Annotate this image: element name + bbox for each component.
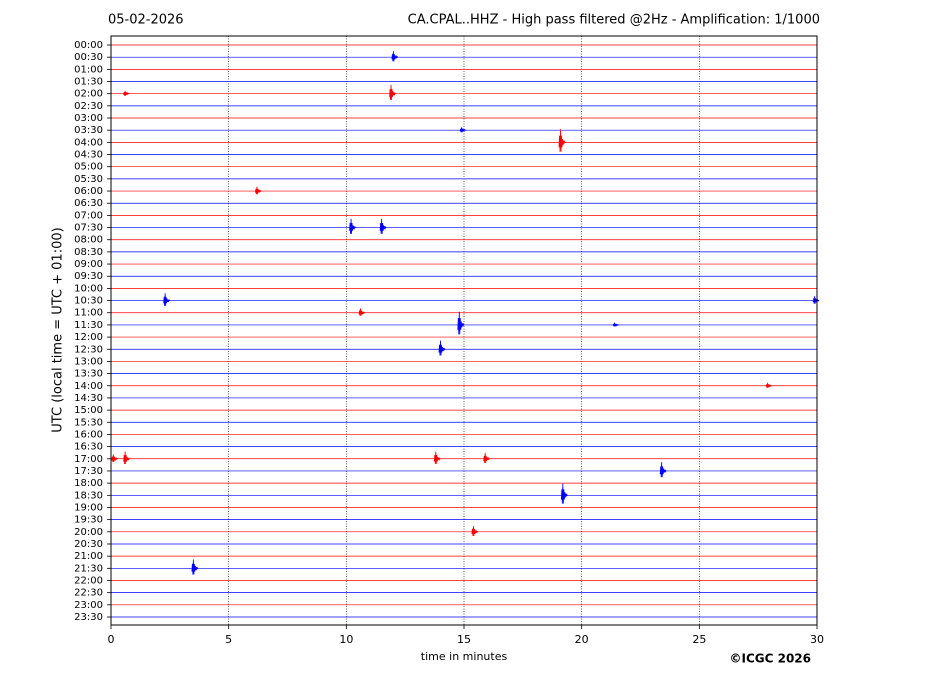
seismic-event (379, 218, 387, 234)
trace-label: 01:30 (74, 77, 103, 88)
seismic-event (812, 296, 820, 304)
trace-label: 09:30 (74, 271, 103, 282)
seismic-event (123, 90, 130, 96)
trace-label: 21:30 (74, 563, 103, 574)
trace-label: 11:30 (74, 320, 103, 331)
trace-label: 19:00 (74, 502, 103, 513)
seismic-event (457, 311, 465, 335)
x-tick-label: 15 (457, 633, 471, 646)
trace-label: 18:00 (74, 478, 103, 489)
trace-label: 22:00 (74, 575, 103, 586)
trace-label: 08:30 (74, 247, 103, 258)
trace-label: 15:30 (74, 417, 103, 428)
trace-label: 02:30 (74, 101, 103, 112)
seismic-event (659, 462, 667, 478)
trace-label: 04:00 (74, 137, 103, 148)
seismic-event (123, 451, 130, 465)
plot-frame (110, 35, 818, 626)
seismic-event (255, 186, 262, 195)
seismic-event (438, 340, 446, 356)
trace-label: 10:30 (74, 296, 103, 307)
trace-label: 05:30 (74, 174, 103, 185)
seismic-event (163, 293, 170, 306)
trace-label: 07:00 (74, 210, 103, 221)
trace-label: 18:30 (74, 490, 103, 501)
seismic-event (765, 382, 773, 388)
x-axis-label: time in minutes (421, 650, 508, 663)
x-tick-label: 20 (575, 633, 589, 646)
trace-label: 06:30 (74, 198, 103, 209)
trace-label: 19:30 (74, 515, 103, 526)
trace-label: 07:30 (74, 223, 103, 234)
seismic-event (191, 559, 199, 575)
x-tick-label: 0 (108, 633, 115, 646)
chart-date: 05-02-2026 (108, 13, 184, 28)
x-tick-label: 30 (810, 633, 824, 646)
y-axis-label: UTC (local time = UTC + 01:00) (51, 227, 66, 432)
trace-label: 23:00 (74, 600, 103, 611)
trace-label: 20:30 (74, 539, 103, 550)
seismic-event (389, 84, 396, 100)
seismic-event (391, 51, 399, 62)
trace-label: 17:00 (74, 454, 103, 465)
trace-label: 03:00 (74, 113, 103, 124)
trace-label: 01:00 (74, 64, 103, 75)
credit: ©ICGC 2026 (729, 652, 811, 666)
trace-label: 00:30 (74, 52, 103, 63)
trace-label: 13:00 (74, 356, 103, 367)
trace-label: 04:30 (74, 150, 103, 161)
trace-label: 12:30 (74, 344, 103, 355)
trace-label: 11:00 (74, 308, 103, 319)
trace-label: 00:00 (74, 40, 103, 51)
trace-label: 14:30 (74, 393, 103, 404)
trace-label: 13:30 (74, 369, 103, 380)
seismic-event (471, 525, 479, 537)
trace-label: 16:00 (74, 429, 103, 440)
trace-label: 10:00 (74, 283, 103, 294)
trace-label: 09:00 (74, 259, 103, 270)
trace-label: 22:30 (74, 588, 103, 599)
trace-label: 02:00 (74, 89, 103, 100)
trace-label: 21:00 (74, 551, 103, 562)
trace-label: 12:00 (74, 332, 103, 343)
seismic-event (483, 452, 491, 463)
seismic-event (459, 127, 467, 133)
trace-label: 23:30 (74, 612, 103, 623)
seismic-event (111, 454, 119, 462)
trace-label: 20:00 (74, 527, 103, 538)
trace-label: 17:30 (74, 466, 103, 477)
seismic-event (349, 218, 356, 234)
trace-label: 06:00 (74, 186, 103, 197)
chart-title: CA.CPAL..HHZ - High pass filtered @2Hz -… (408, 13, 820, 28)
seismic-event (433, 451, 441, 465)
seismic-event (558, 129, 566, 152)
trace-label: 16:30 (74, 442, 103, 453)
x-tick-label: 10 (339, 633, 353, 646)
trace-label: 15:00 (74, 405, 103, 416)
trace-label: 14:00 (74, 381, 103, 392)
seismic-event (612, 322, 620, 328)
trace-label: 08:00 (74, 235, 103, 246)
seismic-event (560, 483, 568, 504)
trace-label: 03:30 (74, 125, 103, 136)
trace-label: 05:00 (74, 162, 103, 173)
x-tick-label: 25 (692, 633, 706, 646)
x-tick-label: 5 (225, 633, 232, 646)
seismic-event (358, 308, 366, 316)
